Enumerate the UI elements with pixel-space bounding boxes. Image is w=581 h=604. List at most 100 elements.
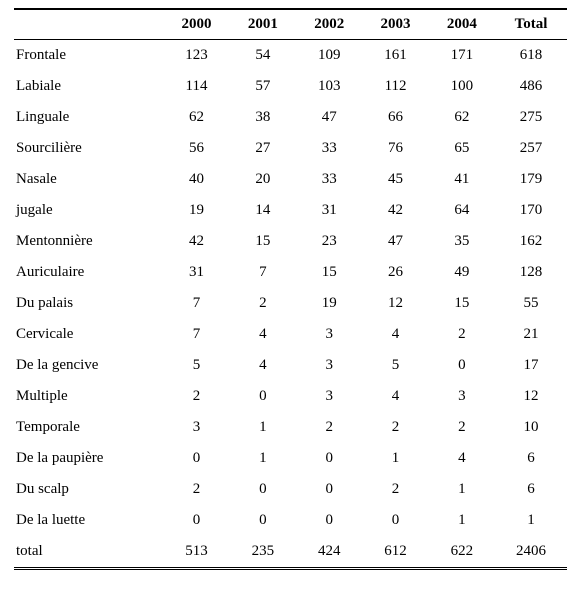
cell-value: 0 — [296, 505, 362, 536]
cell-value: 10 — [495, 412, 567, 443]
row-label: Sourcilière — [14, 133, 163, 164]
cell-value: 4 — [230, 350, 296, 381]
cell-value: 15 — [429, 288, 495, 319]
table-row: De la gencive5435017 — [14, 350, 567, 381]
cell-value: 1 — [429, 505, 495, 536]
cell-value: 1 — [230, 443, 296, 474]
row-label: Cervicale — [14, 319, 163, 350]
cell-value: 65 — [429, 133, 495, 164]
cell-value: 45 — [362, 164, 428, 195]
cell-value: 3 — [163, 412, 229, 443]
cell-value: 2 — [163, 474, 229, 505]
cell-value: 6 — [495, 474, 567, 505]
cell-value: 15 — [296, 257, 362, 288]
cell-value: 62 — [429, 102, 495, 133]
table-header-row: 2000 2001 2002 2003 2004 Total — [14, 9, 567, 40]
table-row: Nasale4020334541179 — [14, 164, 567, 195]
cell-value: 12 — [495, 381, 567, 412]
cell-value: 109 — [296, 40, 362, 71]
table-row: Linguale6238476662275 — [14, 102, 567, 133]
cell-value: 7 — [230, 257, 296, 288]
cell-value: 47 — [296, 102, 362, 133]
cell-value: 2 — [429, 412, 495, 443]
cell-value: 612 — [362, 536, 428, 569]
row-label: De la paupière — [14, 443, 163, 474]
cell-value: 2 — [296, 412, 362, 443]
cell-value: 170 — [495, 195, 567, 226]
cell-value: 1 — [230, 412, 296, 443]
col-header-2003: 2003 — [362, 9, 428, 40]
cell-value: 1 — [495, 505, 567, 536]
cell-value: 31 — [163, 257, 229, 288]
cell-value: 66 — [362, 102, 428, 133]
cell-value: 0 — [163, 443, 229, 474]
cell-value: 622 — [429, 536, 495, 569]
cell-value: 35 — [429, 226, 495, 257]
cell-value: 162 — [495, 226, 567, 257]
table-row: Du palais7219121555 — [14, 288, 567, 319]
row-label: Linguale — [14, 102, 163, 133]
cell-value: 123 — [163, 40, 229, 71]
cell-value: 5 — [163, 350, 229, 381]
cell-value: 128 — [495, 257, 567, 288]
cell-value: 0 — [296, 474, 362, 505]
table-row: Auriculaire317152649128 — [14, 257, 567, 288]
cell-value: 42 — [362, 195, 428, 226]
col-header-2000: 2000 — [163, 9, 229, 40]
cell-value: 275 — [495, 102, 567, 133]
cell-value: 486 — [495, 71, 567, 102]
row-label: Labiale — [14, 71, 163, 102]
cell-value: 513 — [163, 536, 229, 569]
table-row: Frontale12354109161171618 — [14, 40, 567, 71]
row-label: De la luette — [14, 505, 163, 536]
cell-value: 2406 — [495, 536, 567, 569]
cell-value: 3 — [296, 381, 362, 412]
cell-value: 49 — [429, 257, 495, 288]
col-header-2004: 2004 — [429, 9, 495, 40]
cell-value: 0 — [296, 443, 362, 474]
cell-value: 4 — [230, 319, 296, 350]
col-header-label — [14, 9, 163, 40]
cell-value: 112 — [362, 71, 428, 102]
cell-value: 2 — [230, 288, 296, 319]
table-row: Du scalp200216 — [14, 474, 567, 505]
table-body: Frontale12354109161171618Labiale11457103… — [14, 40, 567, 569]
cell-value: 6 — [495, 443, 567, 474]
cell-value: 55 — [495, 288, 567, 319]
table-row: total5132354246126222406 — [14, 536, 567, 569]
row-label: Frontale — [14, 40, 163, 71]
table-row: jugale1914314264170 — [14, 195, 567, 226]
row-label: total — [14, 536, 163, 569]
cell-value: 7 — [163, 288, 229, 319]
cell-value: 27 — [230, 133, 296, 164]
cell-value: 424 — [296, 536, 362, 569]
cell-value: 56 — [163, 133, 229, 164]
cell-value: 40 — [163, 164, 229, 195]
col-header-2001: 2001 — [230, 9, 296, 40]
cell-value: 47 — [362, 226, 428, 257]
cell-value: 171 — [429, 40, 495, 71]
cell-value: 0 — [230, 474, 296, 505]
row-label: Multiple — [14, 381, 163, 412]
cell-value: 57 — [230, 71, 296, 102]
cell-value: 42 — [163, 226, 229, 257]
row-label: Du scalp — [14, 474, 163, 505]
table-row: De la luette000011 — [14, 505, 567, 536]
cell-value: 0 — [362, 505, 428, 536]
cell-value: 3 — [429, 381, 495, 412]
row-label: jugale — [14, 195, 163, 226]
cell-value: 179 — [495, 164, 567, 195]
cell-value: 17 — [495, 350, 567, 381]
cell-value: 4 — [362, 381, 428, 412]
cell-value: 2 — [362, 412, 428, 443]
cell-value: 20 — [230, 164, 296, 195]
cell-value: 1 — [429, 474, 495, 505]
cell-value: 257 — [495, 133, 567, 164]
cell-value: 76 — [362, 133, 428, 164]
table-row: Cervicale7434221 — [14, 319, 567, 350]
cell-value: 38 — [230, 102, 296, 133]
data-table: 2000 2001 2002 2003 2004 Total Frontale1… — [14, 8, 567, 570]
cell-value: 23 — [296, 226, 362, 257]
cell-value: 31 — [296, 195, 362, 226]
cell-value: 5 — [362, 350, 428, 381]
